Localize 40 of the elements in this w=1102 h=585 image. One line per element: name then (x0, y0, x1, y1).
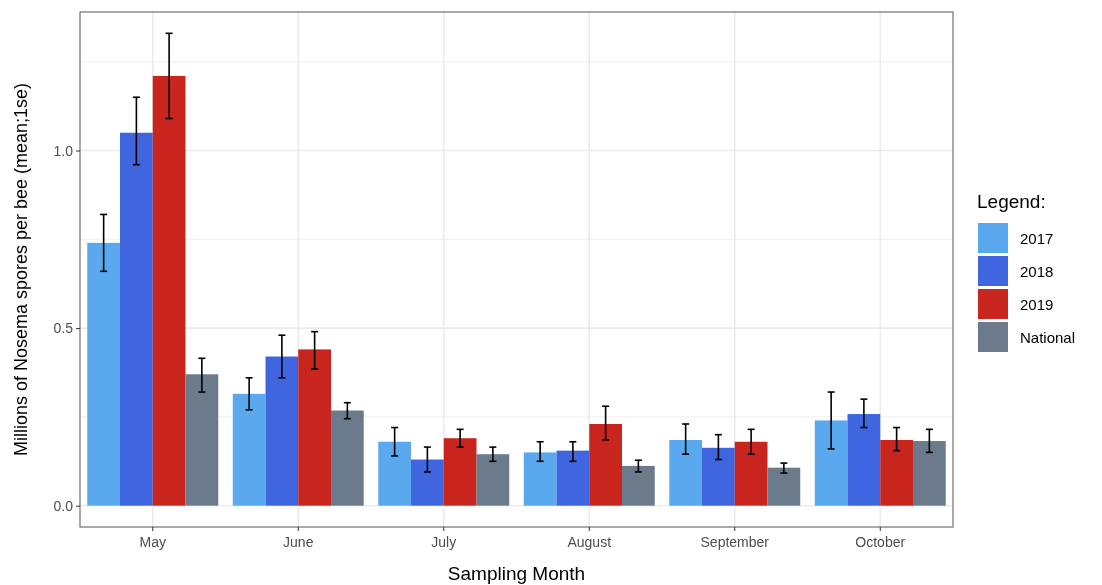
bar (669, 439, 703, 506)
bar (556, 450, 590, 506)
legend-label: National (1020, 329, 1076, 346)
bar (378, 441, 412, 506)
y-tick-label: 0.5 (53, 320, 74, 337)
bar (87, 242, 121, 506)
x-tick-label: May (139, 533, 166, 550)
bar (621, 465, 655, 506)
bar (265, 356, 299, 506)
x-tick-label: September (700, 533, 770, 550)
bar (152, 75, 186, 506)
legend-title: Legend: (977, 191, 1046, 212)
bar (232, 393, 266, 506)
y-tick-label: 1.0 (53, 142, 74, 159)
bar (185, 374, 219, 506)
bar (443, 438, 477, 506)
x-axis-title: Sampling Month (447, 563, 586, 584)
bar (411, 459, 444, 506)
legend-label: 2018 (1020, 263, 1054, 280)
bar (330, 410, 364, 506)
bar (589, 424, 622, 506)
bar (880, 439, 913, 506)
bar (814, 420, 848, 506)
x-tick-label: August (567, 533, 612, 550)
bar (476, 454, 510, 506)
bar (767, 467, 801, 506)
x-tick-label: June (283, 533, 314, 550)
legend-label: 2019 (1020, 296, 1054, 313)
x-tick-label: October (855, 533, 906, 550)
bar (702, 447, 735, 506)
y-tick-label: 0.0 (53, 497, 74, 514)
x-tick-label: July (431, 533, 457, 550)
bar (847, 414, 881, 506)
bar (912, 441, 946, 506)
bar (120, 132, 153, 506)
y-axis-title: Millions of Nosema spores per bee (mean;1se) (11, 82, 31, 457)
legend-label: 2017 (1020, 230, 1054, 247)
bar (734, 441, 768, 506)
bar (298, 349, 331, 506)
bar (523, 452, 557, 506)
